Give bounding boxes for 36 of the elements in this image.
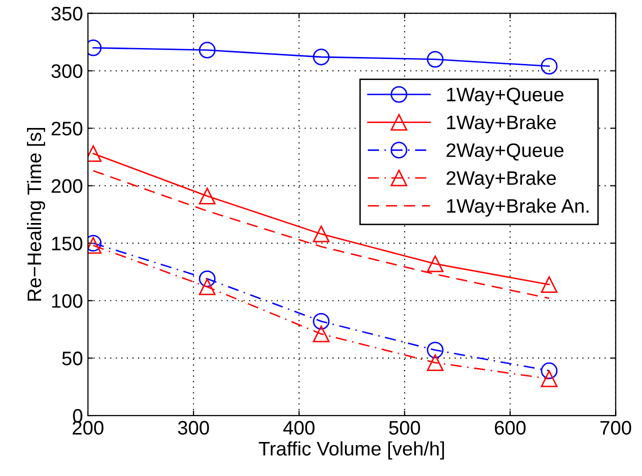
x-tick-label: 600 (494, 420, 526, 435)
point (540, 370, 558, 388)
y-axis-title: Re−Healing Time [s] (26, 128, 46, 301)
y-tick-label: 250 (52, 122, 82, 136)
point (198, 270, 216, 288)
x-tick-label: 700 (600, 420, 632, 435)
point (312, 48, 330, 66)
point (426, 256, 444, 272)
point (198, 278, 216, 296)
y-tick-label: 200 (52, 179, 82, 193)
point (198, 188, 216, 204)
point (312, 326, 330, 342)
point (198, 42, 216, 58)
legend-label: 1Way+Brake (447, 114, 556, 134)
point (426, 342, 444, 358)
legend-label: 2Way+Queue (446, 143, 564, 161)
point (312, 226, 330, 242)
point (540, 276, 558, 293)
y-tick-label: 150 (52, 236, 82, 250)
x-tick-label: 200 (72, 420, 104, 435)
point (312, 312, 330, 330)
y-tick-label: 50 (62, 352, 82, 366)
legend-label: 1Way+Brake An. (447, 198, 588, 217)
legend-label: 1Way+Queue (447, 88, 564, 106)
x-tick-label: 400 (283, 420, 315, 435)
x-axis-title: Traffic Volume [veh/h] (258, 441, 444, 460)
x-tick-label: 500 (389, 420, 420, 435)
point (540, 362, 558, 380)
point (426, 354, 444, 372)
point (426, 50, 444, 68)
y-tick-label: 100 (52, 294, 82, 308)
legend-label: 2Way+Brake (446, 170, 556, 189)
point (540, 58, 558, 75)
x-tick-label: 300 (178, 420, 209, 435)
y-tick-label: 350 (51, 6, 82, 21)
y-tick-label: 300 (51, 64, 82, 78)
